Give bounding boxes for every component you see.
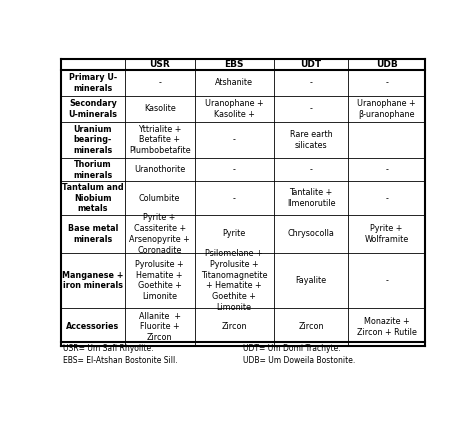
Text: Secondary
U-minerals: Secondary U-minerals	[68, 99, 118, 119]
Text: -: -	[233, 194, 236, 203]
Text: Rare earth
silicates: Rare earth silicates	[290, 130, 332, 150]
Text: Uranophane +
Kasolite +: Uranophane + Kasolite +	[205, 99, 264, 119]
Text: Atshanite: Atshanite	[215, 78, 253, 87]
Text: Manganese +
iron minerals: Manganese + iron minerals	[62, 271, 124, 290]
Text: -: -	[233, 165, 236, 174]
Text: UDT= Um Domi Trachyte.: UDT= Um Domi Trachyte.	[243, 344, 340, 353]
Text: Chrysocolla: Chrysocolla	[288, 229, 335, 239]
Text: Pyrolusite +
Hematite +
Goethite +
Limonite: Pyrolusite + Hematite + Goethite + Limon…	[136, 260, 184, 301]
Text: Pyrite: Pyrite	[223, 229, 246, 239]
Text: -: -	[310, 104, 312, 113]
Text: EBS: EBS	[225, 60, 244, 69]
Text: Psilomelane +
Pyrolusite +
Titanomagnetite
+ Hematite +
Goethite +
Limonite: Psilomelane + Pyrolusite + Titanomagneti…	[201, 249, 267, 312]
Text: Columbite: Columbite	[139, 194, 180, 203]
Text: Uranophane +
β-uranophane: Uranophane + β-uranophane	[357, 99, 416, 119]
Text: UDB: UDB	[376, 60, 398, 69]
Text: -: -	[310, 165, 312, 174]
Text: Yttrialite +
Betafite +
Plumbobetafite: Yttrialite + Betafite + Plumbobetafite	[129, 125, 191, 155]
Text: -: -	[158, 78, 161, 87]
Text: -: -	[385, 78, 388, 87]
Text: Tantalum and
Niobium
metals: Tantalum and Niobium metals	[62, 183, 124, 213]
Text: Zircon: Zircon	[221, 322, 247, 331]
Text: Kasolite: Kasolite	[144, 104, 175, 113]
Text: UDB= Um Doweila Bostonite.: UDB= Um Doweila Bostonite.	[243, 356, 355, 365]
Text: Fayalite: Fayalite	[296, 276, 327, 285]
Text: Thorium
minerals: Thorium minerals	[73, 160, 112, 179]
Text: Pyrite +
Cassiterite +
Arsenopyrite +
Coronadite: Pyrite + Cassiterite + Arsenopyrite + Co…	[129, 213, 190, 255]
Text: -: -	[385, 194, 388, 203]
Text: Pyrite +
Wolframite: Pyrite + Wolframite	[365, 224, 409, 244]
Text: -: -	[385, 165, 388, 174]
Text: EBS= El-Atshan Bostonite Sill.: EBS= El-Atshan Bostonite Sill.	[63, 356, 178, 365]
Text: Base metal
minerals: Base metal minerals	[68, 224, 118, 244]
Text: -: -	[310, 78, 312, 87]
Text: Accessories: Accessories	[66, 322, 119, 331]
Text: Primary U-
minerals: Primary U- minerals	[69, 73, 117, 93]
Text: Uranium
bearing-
minerals: Uranium bearing- minerals	[73, 125, 112, 155]
Text: Monazite +
Zircon + Rutile: Monazite + Zircon + Rutile	[356, 317, 417, 337]
Text: UDT: UDT	[301, 60, 322, 69]
Text: Zircon: Zircon	[298, 322, 324, 331]
Text: USR: USR	[149, 60, 170, 69]
Text: Tantalite +
Ilmenorutile: Tantalite + Ilmenorutile	[287, 188, 336, 208]
Text: -: -	[385, 276, 388, 285]
Text: Uranothorite: Uranothorite	[134, 165, 185, 174]
Text: USR= Um Safi Rhyolite.: USR= Um Safi Rhyolite.	[63, 344, 154, 353]
Text: -: -	[233, 135, 236, 145]
Text: Allanite  +
Fluorite +
Zircon: Allanite + Fluorite + Zircon	[138, 312, 181, 342]
